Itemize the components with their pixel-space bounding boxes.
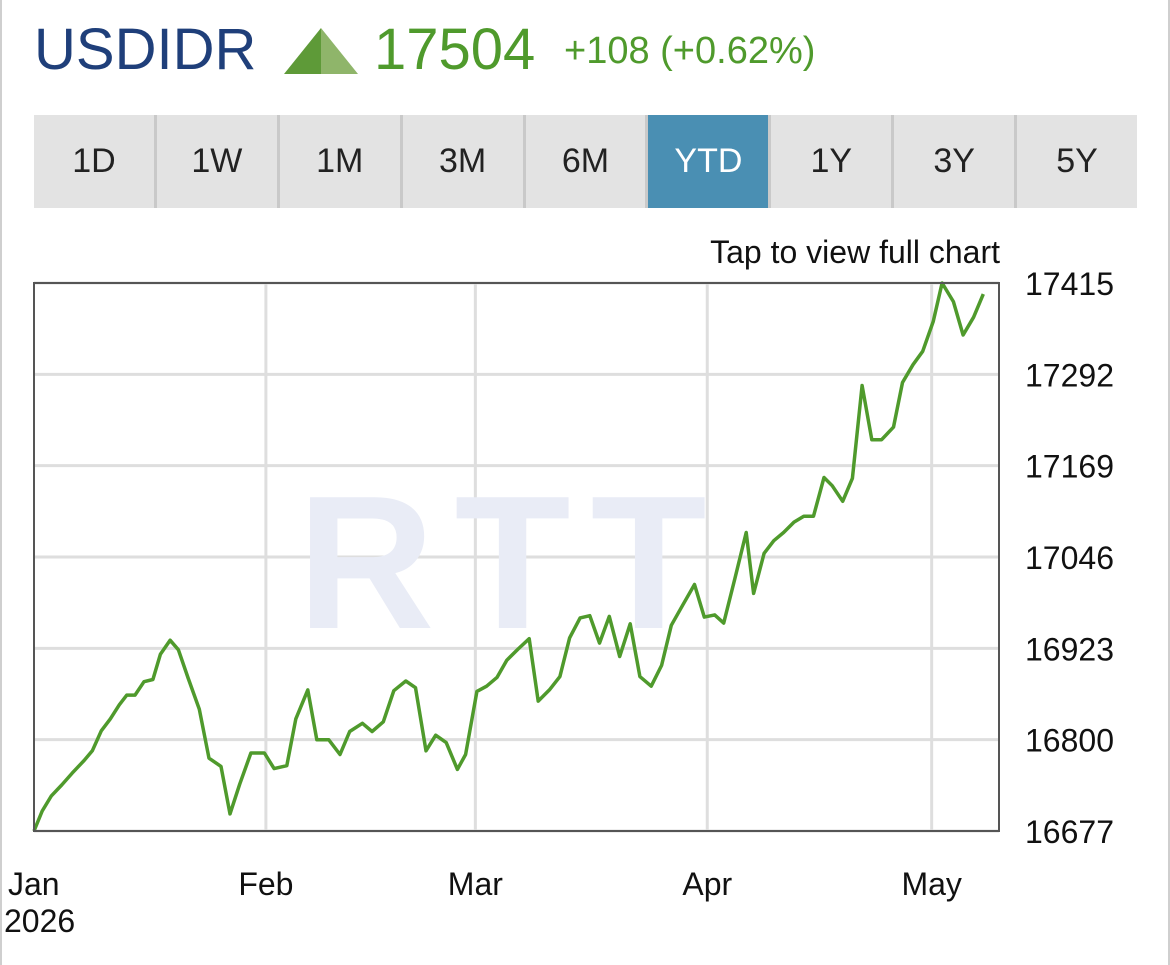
plot-area-frame: [33, 282, 1000, 832]
tap-full-chart-link[interactable]: Tap to view full chart: [710, 234, 1000, 270]
y-tick-label: 17415: [1025, 266, 1114, 302]
x-tick-label: May: [901, 866, 961, 902]
last-price: 17504: [374, 17, 536, 82]
y-tick-label: 16923: [1025, 631, 1114, 667]
x-tick-sublabel: 2026: [4, 903, 75, 939]
timeframe-tabs: 1D 1W 1M 3M 6M YTD 1Y 3Y 5Y: [34, 115, 1138, 208]
tab-1m[interactable]: 1M: [279, 115, 403, 208]
right-frame-border: [1168, 0, 1170, 965]
x-tick-label: Apr: [682, 866, 732, 902]
tab-3m[interactable]: 3M: [402, 115, 526, 208]
tab-1y[interactable]: 1Y: [771, 115, 895, 208]
y-tick-label: 16677: [1025, 814, 1114, 850]
tab-1d[interactable]: 1D: [34, 115, 157, 208]
y-tick-label: 16800: [1025, 723, 1114, 759]
y-tick-label: 17169: [1025, 449, 1114, 485]
x-tick-label: Mar: [448, 866, 503, 902]
price-change: +108 (+0.62%): [564, 30, 816, 72]
tab-3y[interactable]: 3Y: [894, 115, 1018, 208]
tab-5y[interactable]: 5Y: [1017, 115, 1138, 208]
tab-1w[interactable]: 1W: [156, 115, 280, 208]
price-series-line: [32, 281, 985, 832]
tab-6m[interactable]: 6M: [525, 115, 649, 208]
x-tick-label: Jan: [8, 866, 60, 902]
y-tick-label: 17046: [1025, 540, 1114, 576]
rtt-watermark-logo: RTT: [297, 457, 726, 669]
tab-ytd[interactable]: YTD: [648, 115, 772, 208]
y-tick-label: 17292: [1025, 357, 1114, 393]
x-tick-label: Feb: [238, 866, 293, 902]
ticker-symbol: USDIDR: [34, 17, 257, 82]
left-frame-border: [0, 0, 2, 965]
up-triangle-icon: [284, 28, 358, 74]
